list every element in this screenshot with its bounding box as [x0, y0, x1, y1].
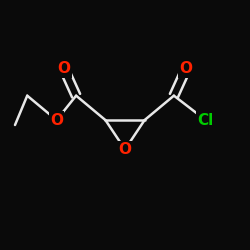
- Text: O: O: [50, 112, 63, 128]
- Text: O: O: [118, 142, 132, 157]
- Text: O: O: [58, 61, 70, 76]
- Text: Cl: Cl: [198, 112, 214, 128]
- Text: O: O: [180, 61, 192, 76]
